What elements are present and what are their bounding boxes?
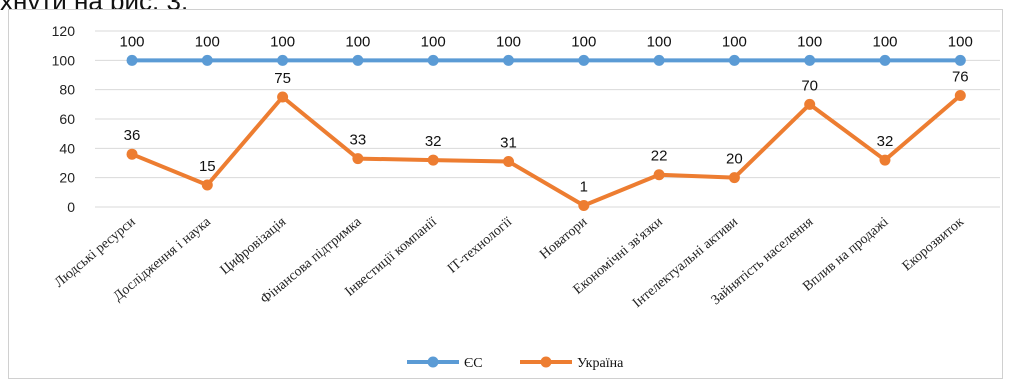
data-label: 32 — [425, 133, 442, 150]
data-point — [879, 54, 891, 66]
data-point — [503, 54, 514, 66]
data-label: 31 — [500, 135, 517, 152]
legend-item: ЄС — [407, 356, 483, 371]
data-label: 70 — [801, 77, 818, 94]
data-point — [126, 148, 138, 160]
legend-label: Україна — [577, 356, 624, 371]
data-label: 36 — [124, 127, 141, 144]
y-tick-label: 40 — [59, 140, 75, 156]
data-label: 33 — [350, 132, 367, 149]
x-tick-label: Цифровізація — [218, 214, 290, 278]
legend-item: Україна — [520, 356, 624, 371]
legend-marker — [540, 356, 552, 368]
legend-label: ЄС — [464, 356, 483, 371]
x-tick-label: Екорозвиток — [900, 214, 967, 274]
data-point — [427, 154, 439, 166]
data-label: 20 — [726, 151, 743, 168]
data-point — [201, 179, 213, 191]
x-tick-label: ІТ-технології — [445, 215, 515, 277]
data-label: 100 — [270, 33, 295, 50]
y-tick-label: 120 — [52, 23, 76, 39]
grid-lines — [95, 30, 1000, 208]
data-labels: 100 100 100 100 100 100 100 100 100 100 100 100 36 15… — [119, 33, 972, 195]
data-label: 1 — [580, 179, 588, 196]
data-point — [352, 54, 364, 66]
data-point — [954, 90, 966, 102]
data-point — [277, 91, 289, 103]
data-point — [201, 54, 213, 66]
data-point — [728, 172, 740, 184]
data-point — [126, 54, 138, 66]
y-axis-ticks: 0 20 40 60 80 100 120 — [52, 23, 76, 215]
data-label: 76 — [952, 69, 969, 86]
data-point — [728, 54, 740, 66]
data-label: 22 — [651, 148, 668, 165]
series-lines — [126, 54, 966, 212]
data-label: 100 — [571, 33, 596, 50]
data-label: 100 — [647, 33, 672, 50]
data-point — [653, 169, 665, 181]
data-point — [804, 54, 816, 66]
x-tick-label: Новатори — [537, 214, 591, 262]
data-label: 100 — [195, 33, 220, 50]
data-label: 100 — [421, 33, 446, 50]
y-tick-label: 100 — [52, 52, 76, 68]
data-point — [427, 54, 439, 66]
data-label: 15 — [199, 158, 216, 175]
data-label: 75 — [274, 70, 291, 87]
data-label: 100 — [872, 33, 897, 50]
data-point — [578, 200, 590, 212]
series-line — [131, 94, 962, 208]
legend: ЄС Україна — [407, 356, 624, 371]
data-label: 100 — [797, 33, 822, 50]
y-tick-label: 60 — [59, 111, 75, 127]
data-label: 100 — [119, 33, 144, 50]
data-point — [277, 54, 289, 66]
legend-marker — [427, 356, 439, 368]
data-point — [653, 54, 665, 66]
data-point — [804, 98, 816, 110]
data-point — [954, 54, 966, 66]
data-label: 100 — [948, 33, 973, 50]
y-tick-label: 80 — [59, 82, 75, 98]
data-point — [879, 154, 891, 166]
y-tick-label: 20 — [59, 170, 75, 186]
data-point — [352, 153, 364, 165]
chart-frame — [8, 9, 1003, 379]
data-label: 100 — [345, 33, 370, 50]
data-point — [578, 54, 590, 66]
data-label: 100 — [722, 33, 747, 50]
data-point — [503, 156, 514, 168]
data-label: 100 — [496, 33, 521, 50]
data-label: 32 — [877, 133, 894, 150]
y-tick-label: 0 — [67, 199, 75, 215]
